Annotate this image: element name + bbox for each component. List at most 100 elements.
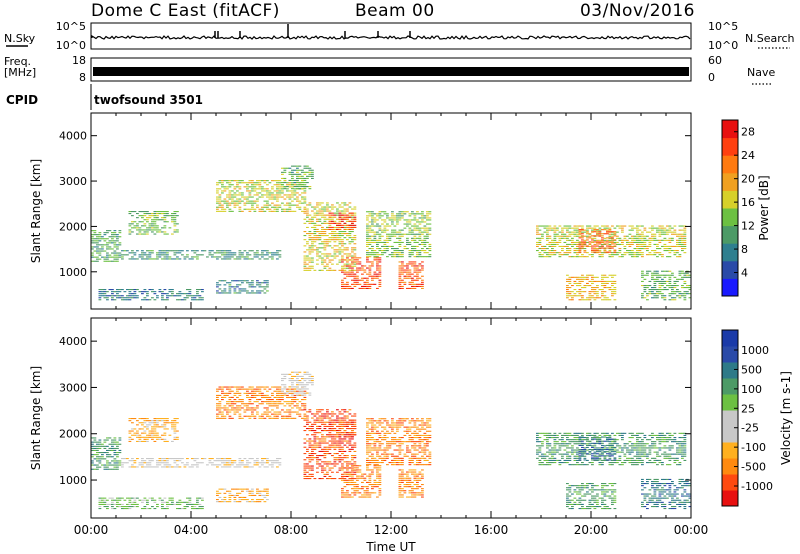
power-echo-cell <box>366 243 369 245</box>
power-echo-cell <box>273 184 277 186</box>
power-echo-cell <box>128 223 132 225</box>
power-echo-cell <box>598 289 602 291</box>
power-echo-cell <box>351 261 354 263</box>
velocity-echo-cell <box>268 415 272 417</box>
velocity-echo-cell <box>348 478 352 480</box>
power-echo-cell <box>313 241 317 243</box>
power-echo-cell <box>288 179 292 181</box>
power-echo-cell <box>318 204 322 206</box>
velocity-echo-cell <box>353 450 357 452</box>
power-echo-cell <box>558 254 562 256</box>
velocity-echo-cell <box>306 465 309 467</box>
power-echo-cell <box>636 250 639 252</box>
velocity-echo-cell <box>103 447 107 449</box>
velocity-echo-cell <box>306 382 309 384</box>
velocity-echo-cell <box>303 403 307 405</box>
power-echo-cell <box>671 285 674 287</box>
power-echo-cell <box>411 245 414 247</box>
power-echo-cell <box>681 287 684 289</box>
power-echo-cell <box>251 292 254 294</box>
power-echo-cell <box>223 210 227 212</box>
velocity-echo-cell <box>308 461 312 463</box>
power-echo-cell <box>118 252 122 254</box>
velocity-echo-cell <box>263 413 267 415</box>
power-echo-cell <box>668 227 672 229</box>
velocity-echo-cell <box>236 466 239 468</box>
power-echo-cell <box>601 295 604 297</box>
power-echo-cell <box>308 173 312 175</box>
power-echo-cell <box>156 225 159 227</box>
power-echo-cell <box>108 256 112 258</box>
power-echo-cell <box>548 252 552 254</box>
power-echo-cell <box>113 291 117 293</box>
power-echo-cell <box>376 243 379 245</box>
velocity-echo-cell <box>346 446 349 448</box>
nsearch-label: N.Search <box>745 32 795 45</box>
velocity-echo-cell <box>296 384 299 386</box>
power-echo-cell <box>591 297 594 299</box>
power-echo-cell <box>666 250 669 252</box>
power-echo-cell <box>376 245 379 247</box>
velocity-echo-cell <box>238 496 242 498</box>
power-echo-cell <box>668 274 672 276</box>
power-echo-cell <box>671 299 674 301</box>
power-echo-cell <box>416 271 419 273</box>
power-echo-cell <box>656 231 659 233</box>
power-echo-cell <box>398 237 402 239</box>
velocity-echo-cell <box>111 443 114 445</box>
power-echo-cell <box>566 252 569 254</box>
power-echo-cell <box>558 237 562 239</box>
velocity-echo-cell <box>148 508 152 510</box>
power-echo-cell <box>661 293 664 295</box>
power-echo-cell <box>133 297 137 299</box>
power-echo-cell <box>421 219 424 221</box>
power-echo-cell <box>176 252 179 254</box>
velocity-echo-cell <box>318 425 322 427</box>
power-echo-cell <box>311 265 314 267</box>
power-echo-cell <box>156 211 159 213</box>
power-echo-cell <box>371 225 374 227</box>
power-echo-cell <box>311 220 314 222</box>
power-echo-cell <box>556 229 559 231</box>
power-echo-cell <box>621 229 624 231</box>
power-echo-cell <box>641 256 644 258</box>
velocity-echo-cell <box>113 468 117 470</box>
power-echo-cell <box>681 243 684 245</box>
power-echo-cell <box>141 225 144 227</box>
velocity-echo-cell <box>183 506 187 508</box>
power-echo-cell <box>341 281 344 283</box>
power-echo-cell <box>306 214 309 216</box>
power-echo-cell <box>123 250 127 252</box>
power-echo-cell <box>348 235 352 237</box>
power-echo-cell <box>316 228 319 230</box>
power-echo-cell <box>341 233 344 235</box>
power-echo-cell <box>128 229 132 231</box>
velocity-echo-cell <box>246 499 249 501</box>
velocity-echo-cell <box>241 462 244 464</box>
velocity-echo-cell <box>263 466 267 468</box>
power-echo-cell <box>266 206 269 208</box>
power-echo-cell <box>633 256 637 258</box>
velocity-echo-cell <box>348 421 352 423</box>
velocity-echo-cell <box>313 444 317 446</box>
power-echo-cell <box>598 241 602 243</box>
power-echo-cell <box>641 237 644 239</box>
velocity-echo-cell <box>208 460 212 462</box>
power-echo-cell <box>333 233 337 235</box>
power-echo-cell <box>411 219 414 221</box>
power-echo-cell <box>248 194 252 196</box>
power-echo-cell <box>346 214 349 216</box>
power-echo-cell <box>148 215 152 217</box>
power-echo-cell <box>596 287 599 289</box>
power-echo-cell <box>268 208 272 210</box>
velocity-echo-cell <box>186 506 189 508</box>
power-echo-cell <box>411 239 414 241</box>
power-echo-cell <box>566 239 569 241</box>
power-echo-cell <box>338 214 342 216</box>
power-echo-cell <box>188 295 192 297</box>
power-echo-cell <box>588 245 592 247</box>
velocity-echo-cell <box>338 411 342 413</box>
power-echo-cell <box>606 287 609 289</box>
velocity-echo-cell <box>111 501 114 503</box>
power-echo-cell <box>138 291 142 293</box>
